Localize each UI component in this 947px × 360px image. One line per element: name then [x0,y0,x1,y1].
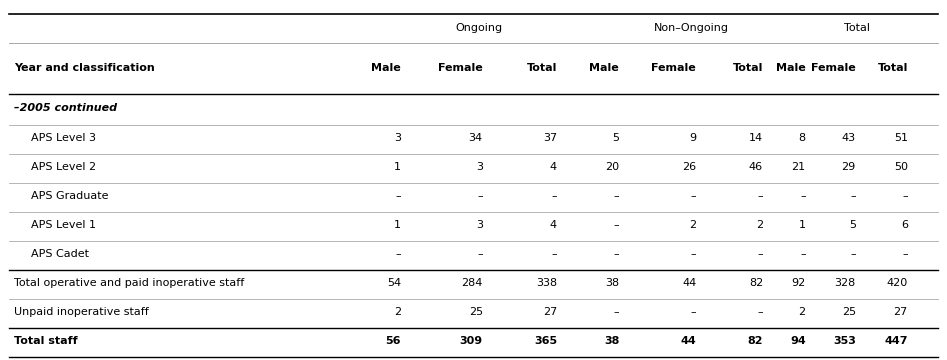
Text: –: – [690,307,696,317]
Text: –: – [800,249,806,259]
Text: –: – [800,191,806,201]
Text: 38: 38 [605,278,619,288]
Text: 34: 34 [469,133,483,143]
Text: –: – [396,249,402,259]
Text: 14: 14 [749,133,763,143]
Text: –: – [396,191,402,201]
Text: –: – [690,249,696,259]
Text: 9: 9 [689,133,696,143]
Text: –: – [902,249,908,259]
Text: 353: 353 [833,336,856,346]
Text: APS Level 1: APS Level 1 [31,220,96,230]
Text: 3: 3 [394,133,402,143]
Text: APS Level 2: APS Level 2 [31,162,96,172]
Text: 3: 3 [475,162,483,172]
Text: 420: 420 [886,278,908,288]
Text: 27: 27 [894,307,908,317]
Text: –: – [551,249,557,259]
Text: Unpaid inoperative staff: Unpaid inoperative staff [14,307,149,317]
Text: 82: 82 [749,278,763,288]
Text: 54: 54 [387,278,402,288]
Text: –: – [758,307,763,317]
Text: –: – [850,191,856,201]
Text: 447: 447 [884,336,908,346]
Text: Female: Female [438,63,483,73]
Text: 1: 1 [798,220,806,230]
Text: 309: 309 [459,336,483,346]
Text: 20: 20 [605,162,619,172]
Text: APS Cadet: APS Cadet [31,249,89,259]
Text: 29: 29 [842,162,856,172]
Text: 338: 338 [536,278,557,288]
Text: 8: 8 [798,133,806,143]
Text: –: – [477,191,483,201]
Text: 25: 25 [469,307,483,317]
Text: 46: 46 [749,162,763,172]
Text: Male: Male [589,63,619,73]
Text: 92: 92 [792,278,806,288]
Text: Non–Ongoing: Non–Ongoing [653,23,728,33]
Text: 94: 94 [790,336,806,346]
Text: –: – [614,220,619,230]
Text: Total: Total [844,23,869,33]
Text: 25: 25 [842,307,856,317]
Text: 1: 1 [394,162,402,172]
Text: –: – [690,191,696,201]
Text: Total: Total [527,63,557,73]
Text: 2: 2 [394,307,402,317]
Text: Total: Total [733,63,763,73]
Text: 38: 38 [604,336,619,346]
Text: 44: 44 [682,278,696,288]
Text: 21: 21 [792,162,806,172]
Text: 43: 43 [842,133,856,143]
Text: Total staff: Total staff [14,336,78,346]
Text: 365: 365 [534,336,557,346]
Text: –: – [477,249,483,259]
Text: 2: 2 [798,307,806,317]
Text: 2: 2 [756,220,763,230]
Text: 82: 82 [747,336,763,346]
Text: Male: Male [371,63,402,73]
Text: 6: 6 [901,220,908,230]
Text: –2005 continued: –2005 continued [14,103,117,113]
Text: –: – [758,191,763,201]
Text: –: – [551,191,557,201]
Text: –: – [758,249,763,259]
Text: –: – [614,307,619,317]
Text: –: – [614,249,619,259]
Text: Female: Female [652,63,696,73]
Text: 3: 3 [475,220,483,230]
Text: 44: 44 [681,336,696,346]
Text: Total operative and paid inoperative staff: Total operative and paid inoperative sta… [14,278,244,288]
Text: –: – [902,191,908,201]
Text: 27: 27 [543,307,557,317]
Text: 284: 284 [461,278,483,288]
Text: 26: 26 [682,162,696,172]
Text: –: – [850,249,856,259]
Text: 51: 51 [894,133,908,143]
Text: 5: 5 [612,133,619,143]
Text: Total: Total [878,63,908,73]
Text: 4: 4 [550,220,557,230]
Text: 56: 56 [385,336,402,346]
Text: Female: Female [812,63,856,73]
Text: –: – [614,191,619,201]
Text: 50: 50 [894,162,908,172]
Text: Year and classification: Year and classification [14,63,155,73]
Text: Ongoing: Ongoing [456,23,503,33]
Text: 2: 2 [689,220,696,230]
Text: 1: 1 [394,220,402,230]
Text: 5: 5 [849,220,856,230]
Text: 328: 328 [834,278,856,288]
Text: 4: 4 [550,162,557,172]
Text: APS Graduate: APS Graduate [31,191,108,201]
Text: Male: Male [776,63,806,73]
Text: APS Level 3: APS Level 3 [31,133,96,143]
Text: 37: 37 [543,133,557,143]
